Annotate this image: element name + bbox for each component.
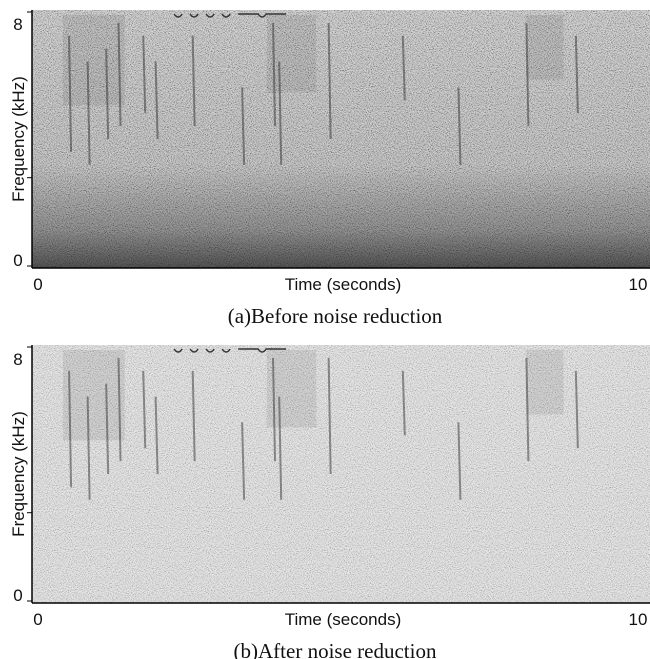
call-streak bbox=[191, 370, 196, 462]
y-axis-label: Frequency (kHz) bbox=[9, 411, 28, 537]
y-tick-label: 0 bbox=[13, 251, 22, 270]
call-streak bbox=[574, 370, 579, 449]
call-streak bbox=[525, 22, 530, 127]
call-streak bbox=[154, 396, 159, 475]
x-axis-label: Time (seconds) bbox=[285, 610, 402, 629]
call-streak bbox=[117, 357, 122, 462]
x-tick-label: 0 bbox=[33, 275, 42, 294]
dense-region bbox=[266, 350, 317, 428]
panel: 8 0 Frequency (kHz) 0 10 Time (seconds) (a)Bef… bbox=[9, 10, 650, 328]
y-tick-label: 8 bbox=[13, 15, 22, 34]
y-tick-label: 0 bbox=[13, 586, 22, 605]
call-streak bbox=[401, 370, 406, 436]
call-streak bbox=[457, 87, 462, 165]
call-streak bbox=[327, 22, 332, 140]
chirp-marks bbox=[173, 13, 287, 18]
x-tick-label: 10 bbox=[629, 275, 648, 294]
dense-region bbox=[62, 15, 125, 106]
call-streak bbox=[68, 370, 73, 487]
call-streak bbox=[272, 357, 277, 462]
call-streak bbox=[272, 22, 277, 127]
call-streak bbox=[142, 35, 147, 114]
call-streak bbox=[574, 35, 579, 114]
call-streak bbox=[191, 35, 196, 127]
call-streak bbox=[457, 422, 462, 500]
call-streak bbox=[105, 383, 110, 475]
dense-region bbox=[526, 15, 564, 80]
call-streak bbox=[68, 35, 73, 152]
call-streak bbox=[241, 87, 246, 165]
call-streak bbox=[327, 357, 332, 475]
call-streak bbox=[86, 396, 91, 500]
dense-region bbox=[266, 15, 317, 93]
call-streak bbox=[105, 48, 110, 140]
dense-region bbox=[526, 350, 564, 415]
call-streak bbox=[117, 22, 122, 127]
caption: (a)Before noise reduction bbox=[228, 304, 443, 328]
noise-floor bbox=[32, 10, 650, 268]
call-streak bbox=[278, 396, 283, 500]
call-streak bbox=[278, 61, 283, 165]
call-streak bbox=[401, 35, 406, 101]
call-streak bbox=[525, 357, 530, 462]
y-tick-label: 8 bbox=[13, 350, 22, 369]
chirp-marks bbox=[173, 348, 287, 353]
dense-region bbox=[62, 350, 125, 441]
call-streak bbox=[142, 370, 147, 449]
call-streak bbox=[154, 61, 159, 140]
x-tick-label: 10 bbox=[629, 610, 648, 629]
noise-floor bbox=[32, 345, 650, 603]
x-axis-label: Time (seconds) bbox=[285, 275, 402, 294]
call-streak bbox=[241, 422, 246, 500]
caption: (b)After noise reduction bbox=[234, 639, 437, 659]
x-tick-label: 0 bbox=[33, 610, 42, 629]
call-streak bbox=[86, 61, 91, 165]
y-axis-label: Frequency (kHz) bbox=[9, 76, 28, 202]
panel: 8 0 Frequency (kHz) 0 10 Time (seconds) (b)Aft… bbox=[9, 345, 650, 659]
